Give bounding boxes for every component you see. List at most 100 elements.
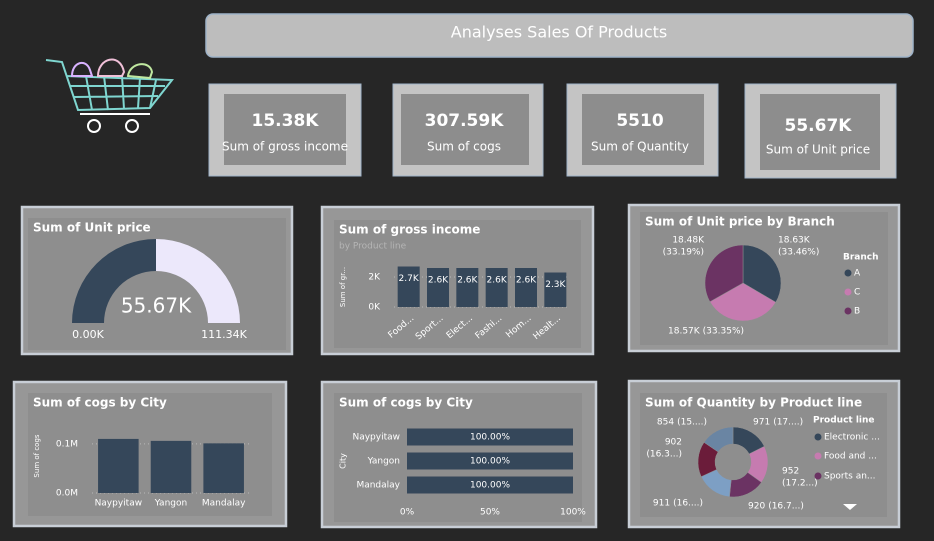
scroll-arrow[interactable] xyxy=(843,504,857,510)
data-label: 911 xyxy=(653,499,670,509)
y-tick-label: 2K xyxy=(368,273,381,283)
x-tick-label: Mandalay xyxy=(202,499,246,509)
legend-label: C xyxy=(854,288,860,298)
card-value: 55.67K xyxy=(785,116,853,136)
header-bar xyxy=(205,13,914,58)
bar xyxy=(485,268,508,307)
data-label: 18.48K xyxy=(672,236,705,246)
chart-subtitle: by Product line xyxy=(339,242,407,252)
card-value: 15.38K xyxy=(252,111,320,131)
card xyxy=(760,94,880,170)
slice xyxy=(742,244,782,303)
data-label: (17.2...) xyxy=(782,479,818,489)
y-axis-label: Sum of cogs xyxy=(33,434,41,477)
data-label: (33.19%) xyxy=(663,248,704,258)
data-label: (17....) xyxy=(773,418,803,428)
chart-title: Sum of gross income xyxy=(339,223,480,237)
bar xyxy=(407,428,573,446)
y-tick-label: Naypyitaw xyxy=(352,433,400,443)
chart-title: Sum of Quantity by Product line xyxy=(645,396,862,410)
bar xyxy=(397,266,420,307)
card-label: Sum of Unit price xyxy=(766,143,870,157)
chart-title: Sum of cogs by City xyxy=(33,396,167,410)
data-label: 2.6K xyxy=(428,276,449,286)
gauge-tick-label: 0.00K xyxy=(72,328,104,341)
legend-label: Sports an... xyxy=(824,472,876,482)
chart-title: Sum of cogs by City xyxy=(339,396,473,410)
bar xyxy=(427,268,449,307)
x-tick-label: Naypyitaw xyxy=(95,499,143,509)
gauge-track xyxy=(156,239,240,323)
gauge-tick-label: 111.34K xyxy=(201,328,247,341)
bar xyxy=(203,443,244,493)
cart-icon xyxy=(45,58,174,133)
card-value: 5510 xyxy=(616,111,663,131)
y-tick-label: Mandalay xyxy=(356,481,400,491)
data-label: 2.6K xyxy=(516,276,537,286)
data-label: 2.6K xyxy=(457,276,478,286)
data-label: 854 xyxy=(657,418,674,428)
x-tick-label: 0% xyxy=(400,508,415,518)
data-label: 971 xyxy=(753,418,770,428)
legend-marker xyxy=(814,433,822,441)
slice xyxy=(704,244,744,303)
legend-marker xyxy=(814,452,822,460)
y-axis-label: City xyxy=(339,453,348,469)
card-label: Sum of gross income xyxy=(222,140,348,154)
data-label: 18.63K xyxy=(778,236,811,246)
legend-title: Branch xyxy=(843,253,879,263)
bar xyxy=(98,438,139,493)
data-label: (33.35%) xyxy=(703,327,744,337)
slice xyxy=(703,426,734,453)
legend-label: B xyxy=(854,307,860,317)
header-title: Analyses Sales Of Products xyxy=(451,23,667,42)
charts: Sum of Unit price 55.67K 0.00K 111.34K Sum o… xyxy=(12,203,901,529)
data-label: 100.00% xyxy=(470,457,510,467)
chart-title: Sum of Unit price xyxy=(33,221,151,235)
data-label: 100.00% xyxy=(470,433,510,443)
card-label: Sum of cogs xyxy=(427,140,501,154)
legend-marker xyxy=(844,288,852,296)
gauge-value xyxy=(72,239,156,323)
y-tick-label: Yangon xyxy=(367,457,400,467)
panel xyxy=(28,218,286,350)
data-label: 18.57K xyxy=(668,327,701,337)
legend-label: A xyxy=(854,269,861,279)
card xyxy=(224,94,346,165)
bar xyxy=(456,268,479,307)
bar xyxy=(150,440,192,493)
x-tick-label: 100% xyxy=(560,508,586,518)
y-tick-label: 0K xyxy=(368,303,381,313)
kpi-cards: 15.38K Sum of gross income 307.59K Sum o… xyxy=(208,83,897,179)
legend-marker xyxy=(844,269,852,277)
legend-marker xyxy=(814,472,822,480)
card-label: Sum of Quantity xyxy=(591,140,689,154)
data-label: 952 xyxy=(782,467,799,477)
legend-marker xyxy=(844,307,852,315)
card xyxy=(401,94,529,165)
chart-title: Sum of Unit price by Branch xyxy=(645,215,835,229)
legend-label: Electronic ... xyxy=(824,433,880,443)
data-label: (33.46%) xyxy=(778,248,819,258)
data-label: 100.00% xyxy=(470,481,510,491)
card-value: 307.59K xyxy=(425,111,505,131)
x-tick-label: Yangon xyxy=(154,499,187,509)
bar xyxy=(407,452,573,470)
bar xyxy=(515,268,537,307)
bar xyxy=(544,272,567,307)
data-label: 902 xyxy=(665,438,682,448)
bar xyxy=(407,476,573,494)
data-label: (16....) xyxy=(673,499,703,509)
data-label: 2.6K xyxy=(487,276,508,286)
x-tick-label: 50% xyxy=(480,508,500,518)
card xyxy=(582,94,704,165)
y-tick-label: 0.0M xyxy=(56,489,78,499)
gauge-label: 55.67K xyxy=(121,294,192,318)
y-axis-label: Sum of gr... xyxy=(339,267,347,307)
data-label: (15....) xyxy=(677,418,707,428)
data-label: 2.7K xyxy=(399,274,420,284)
y-tick-label: 0.1M xyxy=(56,439,78,449)
data-label: 920 xyxy=(748,502,765,512)
legend-title: Product line xyxy=(813,416,875,426)
